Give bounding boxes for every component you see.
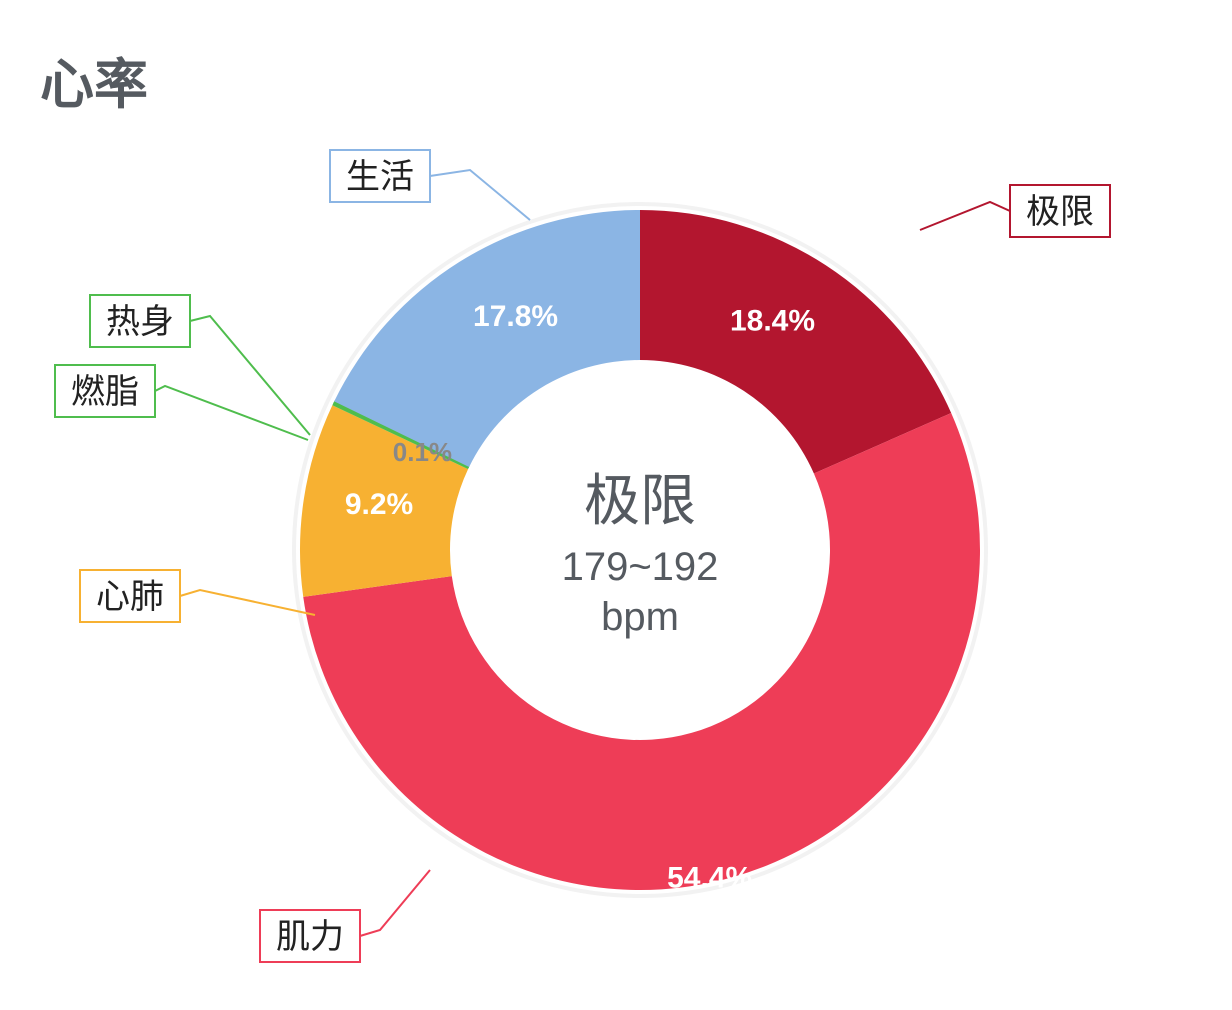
- callout-leader-心肺: [180, 590, 315, 615]
- callout-label-肌力: 肌力: [276, 918, 344, 956]
- segment-pct-肌力: 54.4%: [667, 862, 752, 895]
- center-subtitle-unit: bpm: [601, 595, 679, 639]
- callout-leader-生活: [430, 170, 530, 220]
- callout-leader-肌力: [360, 870, 430, 936]
- callout-label-燃脂: 燃脂: [71, 373, 139, 411]
- segment-pct-生活: 17.8%: [473, 300, 558, 333]
- callout-leader-极限: [920, 202, 1010, 230]
- segment-pct-燃脂: 0.1%: [393, 437, 452, 467]
- center-title: 极限: [584, 469, 696, 532]
- page-title: 心率: [40, 40, 148, 119]
- center-subtitle-range: 179~192: [562, 545, 719, 589]
- callout-label-心肺: 心肺: [96, 579, 164, 616]
- segment-pct-极限: 18.4%: [730, 305, 815, 338]
- heart-rate-donut-chart: 极限 179~192 bpm 18.4% 极限 54.4% 肌力 9.2% 心肺 0.1% 燃脂 热身…: [0, 130, 1232, 1010]
- callout-label-生活: 生活: [346, 158, 414, 196]
- callout-label-极限: 极限: [1026, 193, 1094, 231]
- callout-label-热身: 热身: [106, 303, 174, 341]
- segment-pct-心肺: 9.2%: [345, 488, 413, 521]
- callout-leader-燃脂: [155, 386, 308, 440]
